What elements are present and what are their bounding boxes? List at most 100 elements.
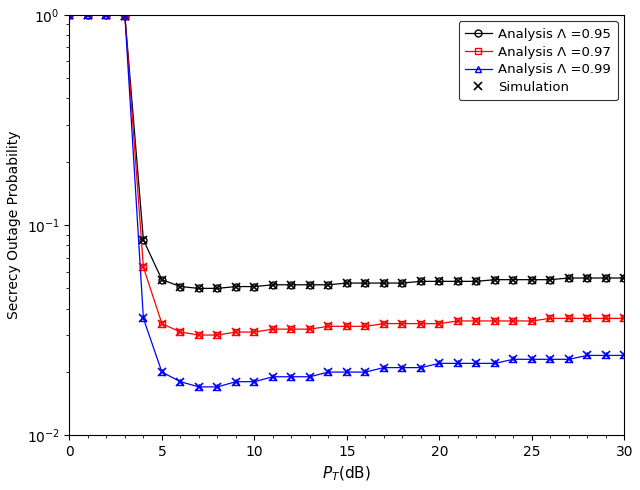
Analysis Λ =0.99 [121, 13, 129, 19]
Analysis Λ =0.95 [491, 277, 499, 283]
Simulation [287, 282, 295, 288]
Simulation [362, 280, 369, 286]
Analysis Λ =0.95 [528, 277, 536, 283]
Analysis Λ =0.97 [417, 320, 425, 326]
Analysis Λ =0.99 [362, 369, 369, 375]
Y-axis label: Secrecy Outage Probability: Secrecy Outage Probability [7, 131, 21, 319]
Simulation [509, 277, 517, 283]
Simulation [121, 13, 129, 19]
Simulation [380, 280, 388, 286]
Analysis Λ =0.99 [177, 379, 184, 385]
Analysis Λ =0.97 [528, 318, 536, 324]
Simulation [140, 237, 147, 243]
Simulation [620, 275, 628, 281]
Analysis Λ =0.95 [177, 284, 184, 290]
X-axis label: $P_T$(dB): $P_T$(dB) [323, 465, 371, 483]
Analysis Λ =0.95 [454, 278, 461, 284]
Analysis Λ =0.97 [102, 12, 110, 18]
Analysis Λ =0.95 [140, 237, 147, 243]
Simulation [454, 278, 461, 284]
Analysis Λ =0.95 [195, 286, 203, 292]
Analysis Λ =0.99 [584, 352, 591, 358]
Analysis Λ =0.99 [435, 361, 443, 367]
Analysis Λ =0.99 [195, 384, 203, 390]
Simulation [343, 280, 351, 286]
Analysis Λ =0.95 [306, 282, 314, 288]
Analysis Λ =0.95 [250, 284, 258, 290]
Analysis Λ =0.97 [565, 316, 573, 321]
Analysis Λ =0.97 [399, 320, 406, 326]
Analysis Λ =0.97 [214, 332, 221, 338]
Simulation [399, 280, 406, 286]
Analysis Λ =0.97 [84, 12, 92, 18]
Simulation [84, 12, 92, 18]
Analysis Λ =0.97 [140, 264, 147, 270]
Analysis Λ =0.97 [491, 318, 499, 324]
Analysis Λ =0.97 [269, 326, 276, 332]
Analysis Λ =0.97 [65, 12, 73, 18]
Analysis Λ =0.99 [84, 12, 92, 18]
Line: Analysis Λ =0.99: Analysis Λ =0.99 [66, 11, 628, 391]
Analysis Λ =0.95 [269, 282, 276, 288]
Analysis Λ =0.99 [547, 356, 554, 362]
Analysis Λ =0.95 [343, 280, 351, 286]
Analysis Λ =0.99 [232, 379, 240, 385]
Simulation [602, 275, 610, 281]
Analysis Λ =0.97 [250, 329, 258, 335]
Analysis Λ =0.95 [232, 284, 240, 290]
Simulation [158, 277, 166, 283]
Simulation [214, 286, 221, 292]
Analysis Λ =0.99 [472, 361, 480, 367]
Analysis Λ =0.99 [343, 369, 351, 375]
Analysis Λ =0.95 [362, 280, 369, 286]
Simulation [584, 275, 591, 281]
Analysis Λ =0.97 [324, 323, 332, 329]
Analysis Λ =0.99 [250, 379, 258, 385]
Analysis Λ =0.95 [102, 12, 110, 18]
Simulation [472, 278, 480, 284]
Analysis Λ =0.99 [306, 374, 314, 380]
Analysis Λ =0.95 [324, 282, 332, 288]
Simulation [195, 286, 203, 292]
Analysis Λ =0.99 [324, 369, 332, 375]
Analysis Λ =0.97 [195, 332, 203, 338]
Analysis Λ =0.95 [84, 12, 92, 18]
Analysis Λ =0.99 [602, 352, 610, 358]
Analysis Λ =0.97 [177, 329, 184, 335]
Analysis Λ =0.95 [417, 278, 425, 284]
Analysis Λ =0.99 [65, 12, 73, 18]
Analysis Λ =0.95 [584, 275, 591, 281]
Analysis Λ =0.95 [287, 282, 295, 288]
Analysis Λ =0.95 [158, 277, 166, 283]
Simulation [177, 284, 184, 290]
Analysis Λ =0.99 [380, 365, 388, 370]
Simulation [491, 277, 499, 283]
Analysis Λ =0.99 [399, 365, 406, 370]
Analysis Λ =0.99 [509, 356, 517, 362]
Analysis Λ =0.99 [140, 316, 147, 321]
Simulation [417, 278, 425, 284]
Analysis Λ =0.97 [509, 318, 517, 324]
Analysis Λ =0.95 [399, 280, 406, 286]
Simulation [102, 12, 110, 18]
Analysis Λ =0.95 [65, 12, 73, 18]
Analysis Λ =0.99 [565, 356, 573, 362]
Analysis Λ =0.99 [269, 374, 276, 380]
Analysis Λ =0.95 [602, 275, 610, 281]
Line: Analysis Λ =0.95: Analysis Λ =0.95 [66, 11, 628, 292]
Analysis Λ =0.99 [417, 365, 425, 370]
Analysis Λ =0.95 [214, 286, 221, 292]
Analysis Λ =0.97 [380, 320, 388, 326]
Simulation [250, 284, 258, 290]
Simulation [547, 277, 554, 283]
Analysis Λ =0.97 [232, 329, 240, 335]
Analysis Λ =0.97 [435, 320, 443, 326]
Simulation [306, 282, 314, 288]
Analysis Λ =0.99 [102, 12, 110, 18]
Line: Analysis Λ =0.97: Analysis Λ =0.97 [66, 11, 628, 339]
Analysis Λ =0.95 [121, 13, 129, 19]
Analysis Λ =0.95 [435, 278, 443, 284]
Analysis Λ =0.95 [565, 275, 573, 281]
Legend: Analysis Λ =0.95, Analysis Λ =0.97, Analysis Λ =0.99, Simulation: Analysis Λ =0.95, Analysis Λ =0.97, Anal… [459, 22, 618, 100]
Analysis Λ =0.95 [472, 278, 480, 284]
